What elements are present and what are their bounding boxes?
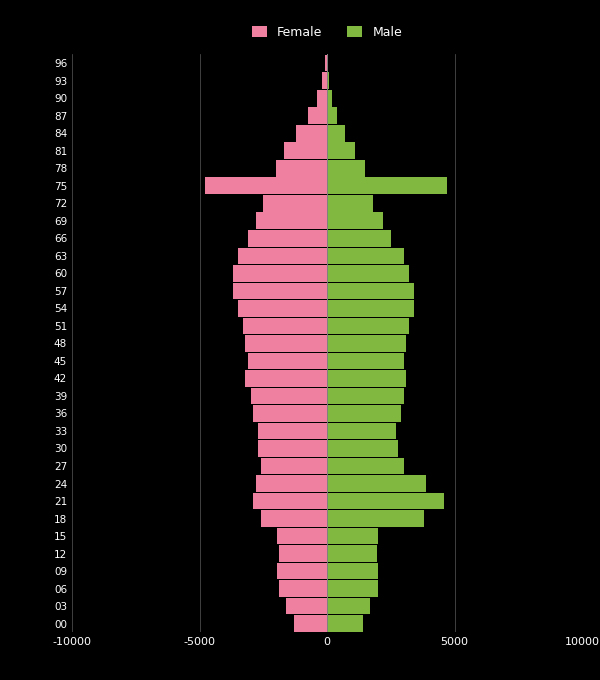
Bar [327, 598, 370, 615]
Bar [327, 107, 337, 124]
Bar [233, 265, 327, 282]
Bar [248, 353, 327, 369]
Bar [325, 55, 327, 71]
Bar [258, 440, 327, 457]
Bar [327, 160, 365, 177]
Bar [233, 282, 327, 299]
Bar [327, 72, 329, 89]
Bar [238, 248, 327, 264]
Bar [327, 423, 396, 439]
Bar [253, 493, 327, 509]
Bar [327, 388, 404, 405]
Bar [327, 493, 444, 509]
Legend: Female, Male: Female, Male [252, 26, 402, 39]
Bar [327, 370, 406, 387]
Bar [260, 510, 327, 527]
Bar [327, 405, 401, 422]
Bar [296, 125, 327, 141]
Bar [327, 282, 414, 299]
Bar [327, 142, 355, 159]
Bar [263, 195, 327, 211]
Bar [278, 580, 327, 597]
Bar [277, 563, 327, 579]
Bar [284, 142, 327, 159]
Bar [327, 230, 391, 247]
Bar [327, 615, 362, 632]
Bar [327, 563, 378, 579]
Bar [256, 212, 327, 229]
Bar [286, 598, 327, 615]
Bar [327, 265, 409, 282]
Bar [327, 475, 427, 492]
Bar [327, 440, 398, 457]
Bar [327, 545, 377, 562]
Bar [245, 335, 327, 352]
Bar [327, 510, 424, 527]
Bar [327, 580, 378, 597]
Bar [327, 177, 447, 194]
Bar [327, 458, 404, 475]
Bar [327, 125, 345, 141]
Bar [253, 405, 327, 422]
Bar [322, 72, 327, 89]
Bar [327, 353, 404, 369]
Bar [327, 318, 409, 334]
Bar [308, 107, 327, 124]
Bar [294, 615, 327, 632]
Bar [327, 55, 328, 71]
Bar [245, 370, 327, 387]
Bar [277, 528, 327, 545]
Bar [278, 545, 327, 562]
Bar [327, 528, 378, 545]
Bar [327, 300, 414, 317]
Bar [327, 248, 404, 264]
Bar [327, 335, 406, 352]
Bar [205, 177, 327, 194]
Bar [251, 388, 327, 405]
Bar [258, 423, 327, 439]
Bar [256, 475, 327, 492]
Bar [243, 318, 327, 334]
Bar [276, 160, 327, 177]
Bar [327, 90, 332, 107]
Bar [327, 195, 373, 211]
Bar [260, 458, 327, 475]
Bar [327, 212, 383, 229]
Bar [238, 300, 327, 317]
Bar [317, 90, 327, 107]
Bar [248, 230, 327, 247]
